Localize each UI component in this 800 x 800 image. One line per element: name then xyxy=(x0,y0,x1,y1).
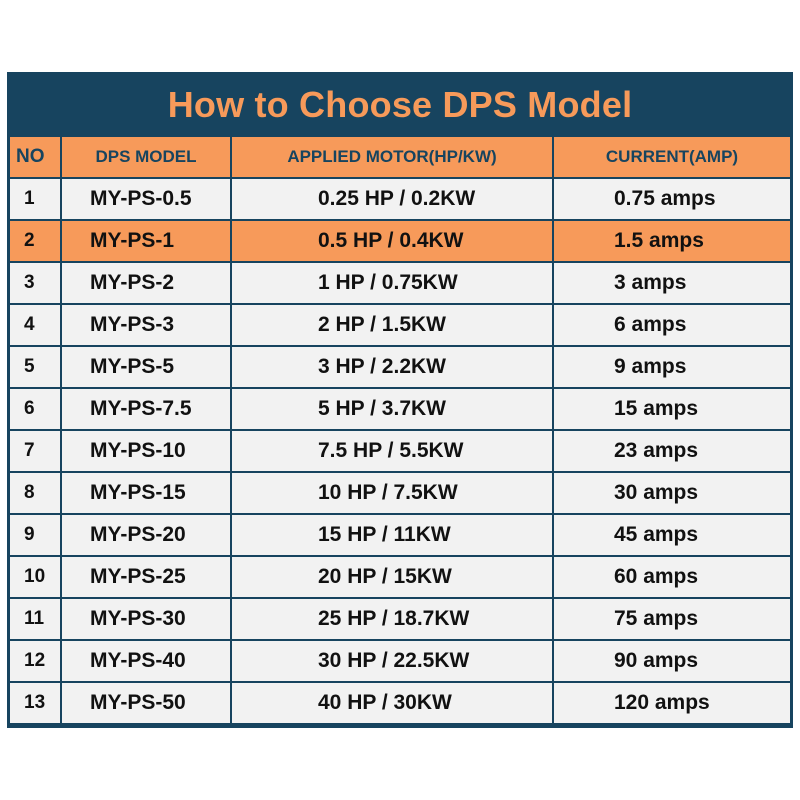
cell-no: 12 xyxy=(10,641,62,683)
cell-current: 23 amps xyxy=(554,431,790,473)
cell-no: 9 xyxy=(10,515,62,557)
cell-motor: 25 HP / 18.7KW xyxy=(232,599,554,641)
model-table-frame: How to Choose DPS Model NO DPS MODEL APP… xyxy=(7,72,793,728)
cell-no: 5 xyxy=(10,347,62,389)
cell-motor: 15 HP / 11KW xyxy=(232,515,554,557)
cell-model: MY-PS-1 xyxy=(62,221,232,263)
cell-current: 3 amps xyxy=(554,263,790,305)
cell-current: 1.5 amps xyxy=(554,221,790,263)
cell-model: MY-PS-15 xyxy=(62,473,232,515)
cell-current: 45 amps xyxy=(554,515,790,557)
cell-no: 3 xyxy=(10,263,62,305)
cell-no: 11 xyxy=(10,599,62,641)
cell-motor: 2 HP / 1.5KW xyxy=(232,305,554,347)
cell-current: 75 amps xyxy=(554,599,790,641)
header-model: DPS MODEL xyxy=(62,137,232,179)
cell-no: 10 xyxy=(10,557,62,599)
cell-model: MY-PS-50 xyxy=(62,683,232,725)
cell-motor: 30 HP / 22.5KW xyxy=(232,641,554,683)
cell-no: 13 xyxy=(10,683,62,725)
header-current: CURRENT(AMP) xyxy=(554,137,790,179)
cell-no: 2 xyxy=(10,221,62,263)
cell-model: MY-PS-2 xyxy=(62,263,232,305)
cell-motor: 0.5 HP / 0.4KW xyxy=(232,221,554,263)
cell-model: MY-PS-25 xyxy=(62,557,232,599)
cell-current: 90 amps xyxy=(554,641,790,683)
cell-model: MY-PS-30 xyxy=(62,599,232,641)
cell-model: MY-PS-5 xyxy=(62,347,232,389)
cell-motor: 0.25 HP / 0.2KW xyxy=(232,179,554,221)
cell-motor: 7.5 HP / 5.5KW xyxy=(232,431,554,473)
cell-motor: 10 HP / 7.5KW xyxy=(232,473,554,515)
cell-model: MY-PS-3 xyxy=(62,305,232,347)
header-motor: APPLIED MOTOR(HP/KW) xyxy=(232,137,554,179)
model-table: NO DPS MODEL APPLIED MOTOR(HP/KW) CURREN… xyxy=(10,137,790,725)
cell-current: 6 amps xyxy=(554,305,790,347)
cell-current: 15 amps xyxy=(554,389,790,431)
cell-current: 30 amps xyxy=(554,473,790,515)
cell-current: 9 amps xyxy=(554,347,790,389)
cell-motor: 20 HP / 15KW xyxy=(232,557,554,599)
cell-model: MY-PS-10 xyxy=(62,431,232,473)
cell-no: 6 xyxy=(10,389,62,431)
cell-model: MY-PS-7.5 xyxy=(62,389,232,431)
cell-no: 8 xyxy=(10,473,62,515)
table-title: How to Choose DPS Model xyxy=(167,83,633,125)
cell-model: MY-PS-20 xyxy=(62,515,232,557)
cell-current: 0.75 amps xyxy=(554,179,790,221)
cell-current: 60 amps xyxy=(554,557,790,599)
cell-model: MY-PS-0.5 xyxy=(62,179,232,221)
cell-motor: 40 HP / 30KW xyxy=(232,683,554,725)
cell-current: 120 amps xyxy=(554,683,790,725)
cell-no: 7 xyxy=(10,431,62,473)
cell-no: 4 xyxy=(10,305,62,347)
cell-model: MY-PS-40 xyxy=(62,641,232,683)
cell-motor: 5 HP / 3.7KW xyxy=(232,389,554,431)
cell-motor: 1 HP / 0.75KW xyxy=(232,263,554,305)
header-no: NO xyxy=(10,137,62,179)
cell-motor: 3 HP / 2.2KW xyxy=(232,347,554,389)
cell-no: 1 xyxy=(10,179,62,221)
